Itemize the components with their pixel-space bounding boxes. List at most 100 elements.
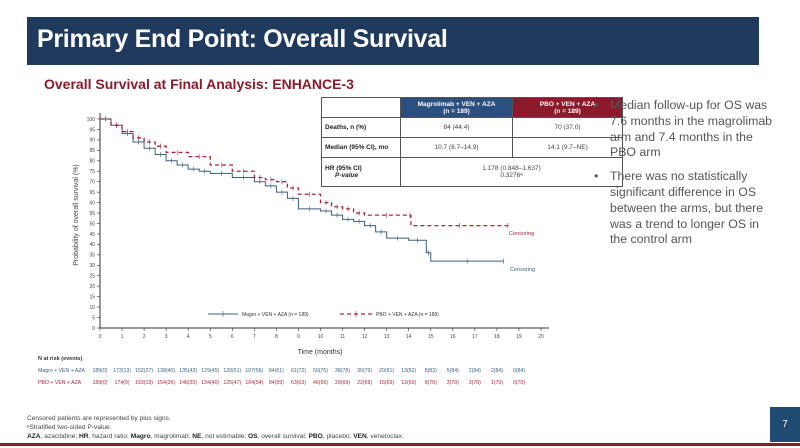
svg-text:12: 12 [362,334,368,340]
svg-text:50: 50 [89,221,95,227]
svg-text:100: 100 [87,117,96,123]
risk-value: 5(84) [446,368,459,374]
abbreviations: AZA, azacitidine; HR, hazard ratio; Magr… [27,433,404,440]
svg-text:6: 6 [231,334,234,340]
censoring-label-magro: Censoring [510,267,535,273]
risk-value: 16(69) [379,380,395,386]
risk-value: 46(66) [313,380,328,386]
footnotes: Censored patients are represented by plu… [27,415,404,440]
svg-text:10: 10 [89,305,95,311]
bottom-accent-line [0,443,800,446]
svg-text:14: 14 [406,334,412,340]
svg-text:95: 95 [89,127,95,133]
bullet-item: • Median follow-up for OS was 7.6 months … [594,98,772,160]
risk-value: 63(63) [290,380,306,386]
chart-subtitle: Overall Survival at Final Analysis: ENHA… [44,76,354,92]
risk-value: 189(0) [92,368,108,374]
risk-value: 107(56) [245,368,264,374]
risk-value: 138(40) [157,368,176,374]
svg-text:17: 17 [472,334,478,340]
censoring-label-pbo: Censoring [509,231,534,237]
svg-text:1: 1 [121,334,124,340]
risk-value: 173(13) [113,368,131,374]
risk-value: 3(70) [446,380,459,386]
risk-value: 134(40) [201,380,220,386]
risk-value: 13(82) [401,368,417,374]
svg-text:15: 15 [428,334,434,340]
svg-text:2: 2 [143,334,146,340]
svg-text:15: 15 [89,294,95,300]
risk-value: 189(0) [92,380,108,386]
km-chart: 0510152025303540455055606570758085909510… [73,113,549,356]
table-row: Deaths, n (%) 84 (44.4) 70 (37.0) [321,117,623,138]
chart-axes: 0510152025303540455055606570758085909510… [87,113,549,340]
svg-text:0: 0 [92,326,95,332]
stats-table: Magrolimab + VEN + AZA (n = 189) PBO + VE… [321,97,623,187]
risk-value: 84(59) [268,380,284,386]
risk-value: 135(43) [179,368,198,374]
table-row: HR (95% CI) P-value 1.178 (0.848–1.637) 0.… [321,157,623,187]
risk-value: 120(51) [223,368,242,374]
svg-text:19: 19 [516,334,522,340]
risk-value: 29(69) [335,380,351,386]
slide-header: Primary End Point: Overall Survival [27,17,759,65]
svg-text:7: 7 [253,334,256,340]
svg-text:18: 18 [494,334,500,340]
svg-text:20: 20 [89,284,95,290]
risk-value: 38(78) [335,368,351,374]
bullet-item: • There was no statistically significant … [594,169,764,247]
col-header-pbo: PBO + VEN + AZA (n = 189) [512,97,623,118]
svg-text:5: 5 [209,334,212,340]
svg-text:55: 55 [89,211,95,217]
svg-text:30: 30 [89,263,95,269]
risk-value: 104(54) [245,380,264,386]
svg-text:10: 10 [318,334,324,340]
survival-curves [100,116,509,264]
svg-text:13: 13 [384,334,390,340]
risk-value: 61(72) [290,368,306,374]
risk-value: 2(84) [490,368,503,374]
svg-text:40: 40 [89,242,95,248]
svg-text:8: 8 [275,334,278,340]
svg-text:11: 11 [340,334,345,340]
risk-value: 1(70) [490,380,503,386]
slide-title: Primary End Point: Overall Survival [37,25,448,53]
svg-text:3: 3 [165,334,168,340]
svg-text:35: 35 [89,253,95,259]
risk-value: 129(45) [201,368,220,374]
svg-text:0: 0 [99,334,102,340]
risk-value: 30(79) [357,368,373,374]
risk-value: 8(83) [424,368,437,374]
svg-text:75: 75 [89,169,95,175]
risk-value: 163(19) [135,380,154,386]
svg-text:90: 90 [89,138,95,144]
svg-text:85: 85 [89,148,95,154]
risk-value: 3(70) [468,380,481,386]
risk-value: 154(26) [157,380,176,386]
risk-value: 174(9) [114,380,130,386]
risk-value: 0(84) [512,368,525,374]
svg-text:25: 25 [89,274,95,280]
svg-text:5: 5 [92,315,95,321]
svg-text:20: 20 [538,334,544,340]
chart-legend: Magro + VEN + AZA (n = 189) PBO + VEN + … [208,311,439,318]
risk-value: 146(30) [179,380,198,386]
risk-value: 8(70) [424,380,437,386]
risk-value: 12(69) [401,380,417,386]
x-axis-label: Time (months) [298,349,343,356]
legend-pbo: PBO + VEN + AZA (n = 189) [376,312,439,318]
legend-magro: Magro + VEN + AZA (n = 189) [242,312,309,318]
svg-text:70: 70 [89,180,95,186]
svg-text:45: 45 [89,232,95,238]
svg-text:9: 9 [297,334,300,340]
svg-text:16: 16 [450,334,456,340]
page-number: 7 [770,407,800,442]
svg-text:80: 80 [89,159,95,165]
svg-text:60: 60 [89,200,95,206]
risk-value: 50(75) [313,368,328,374]
risk-value: 2(84) [468,368,481,374]
risk-value: 125(47) [223,380,242,386]
risk-value: 84(61) [268,368,284,374]
risk-value: 20(81) [379,368,395,374]
risk-value: 0(70) [512,380,525,386]
